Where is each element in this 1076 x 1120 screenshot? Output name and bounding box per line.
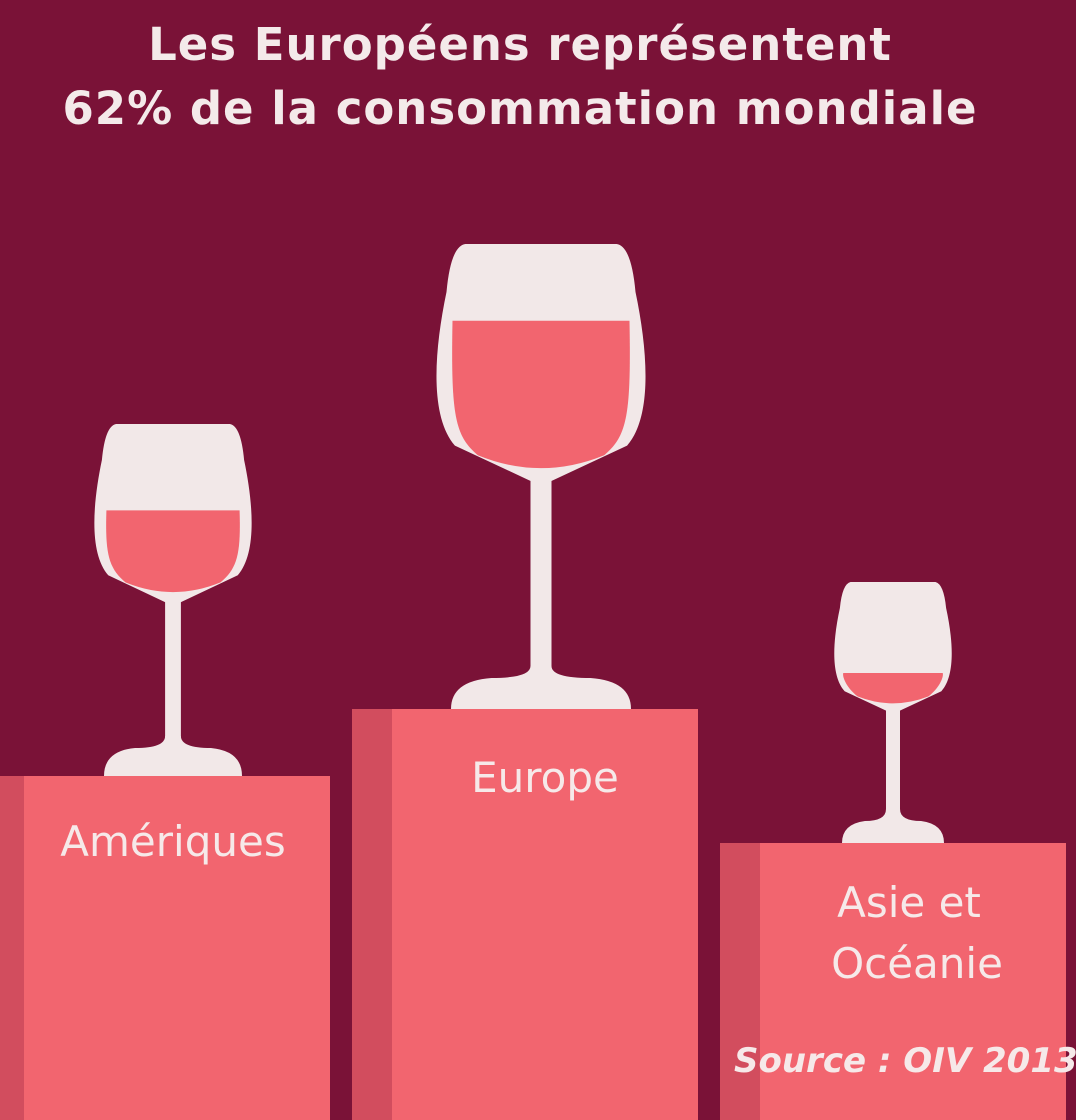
- wine-glass-icon: [94, 424, 252, 776]
- podium-label-1: Amériques: [60, 817, 285, 866]
- glass-foot: [104, 736, 242, 776]
- glass-stem: [530, 478, 552, 684]
- glass-foot: [451, 666, 631, 709]
- podium-bar: [352, 709, 698, 1120]
- podium-label-3-line-1: Asie et: [837, 878, 981, 927]
- glass-stem: [165, 598, 181, 754]
- wine-fill: [452, 320, 630, 469]
- chart-title-line-2: 62% de la consommation mondiale: [62, 82, 978, 135]
- podium-group-2: Europe: [352, 244, 698, 1120]
- wine-fill: [106, 510, 240, 593]
- podium-bar-edge: [720, 843, 760, 1120]
- podium-group-3: Asie et Océanie: [720, 582, 1066, 1120]
- podium-label-2: Europe: [471, 753, 619, 802]
- podium-bar-edge: [0, 776, 24, 1120]
- glass-foot: [842, 809, 944, 843]
- podium-bar: [720, 843, 1066, 1120]
- source-note: Source : OIV 2013: [734, 1041, 1076, 1081]
- wine-glass-icon: [436, 244, 646, 709]
- podium-bar-edge: [352, 709, 392, 1120]
- podium-group-1: Amériques: [0, 424, 330, 1120]
- chart-title-line-1: Les Européens représentent: [148, 18, 892, 71]
- podium-bar: [0, 776, 330, 1120]
- wine-glass-icon: [834, 582, 952, 843]
- podium-label-3-line-2: Océanie: [831, 939, 1003, 988]
- wine-fill: [843, 673, 943, 704]
- glass-stem: [886, 706, 900, 827]
